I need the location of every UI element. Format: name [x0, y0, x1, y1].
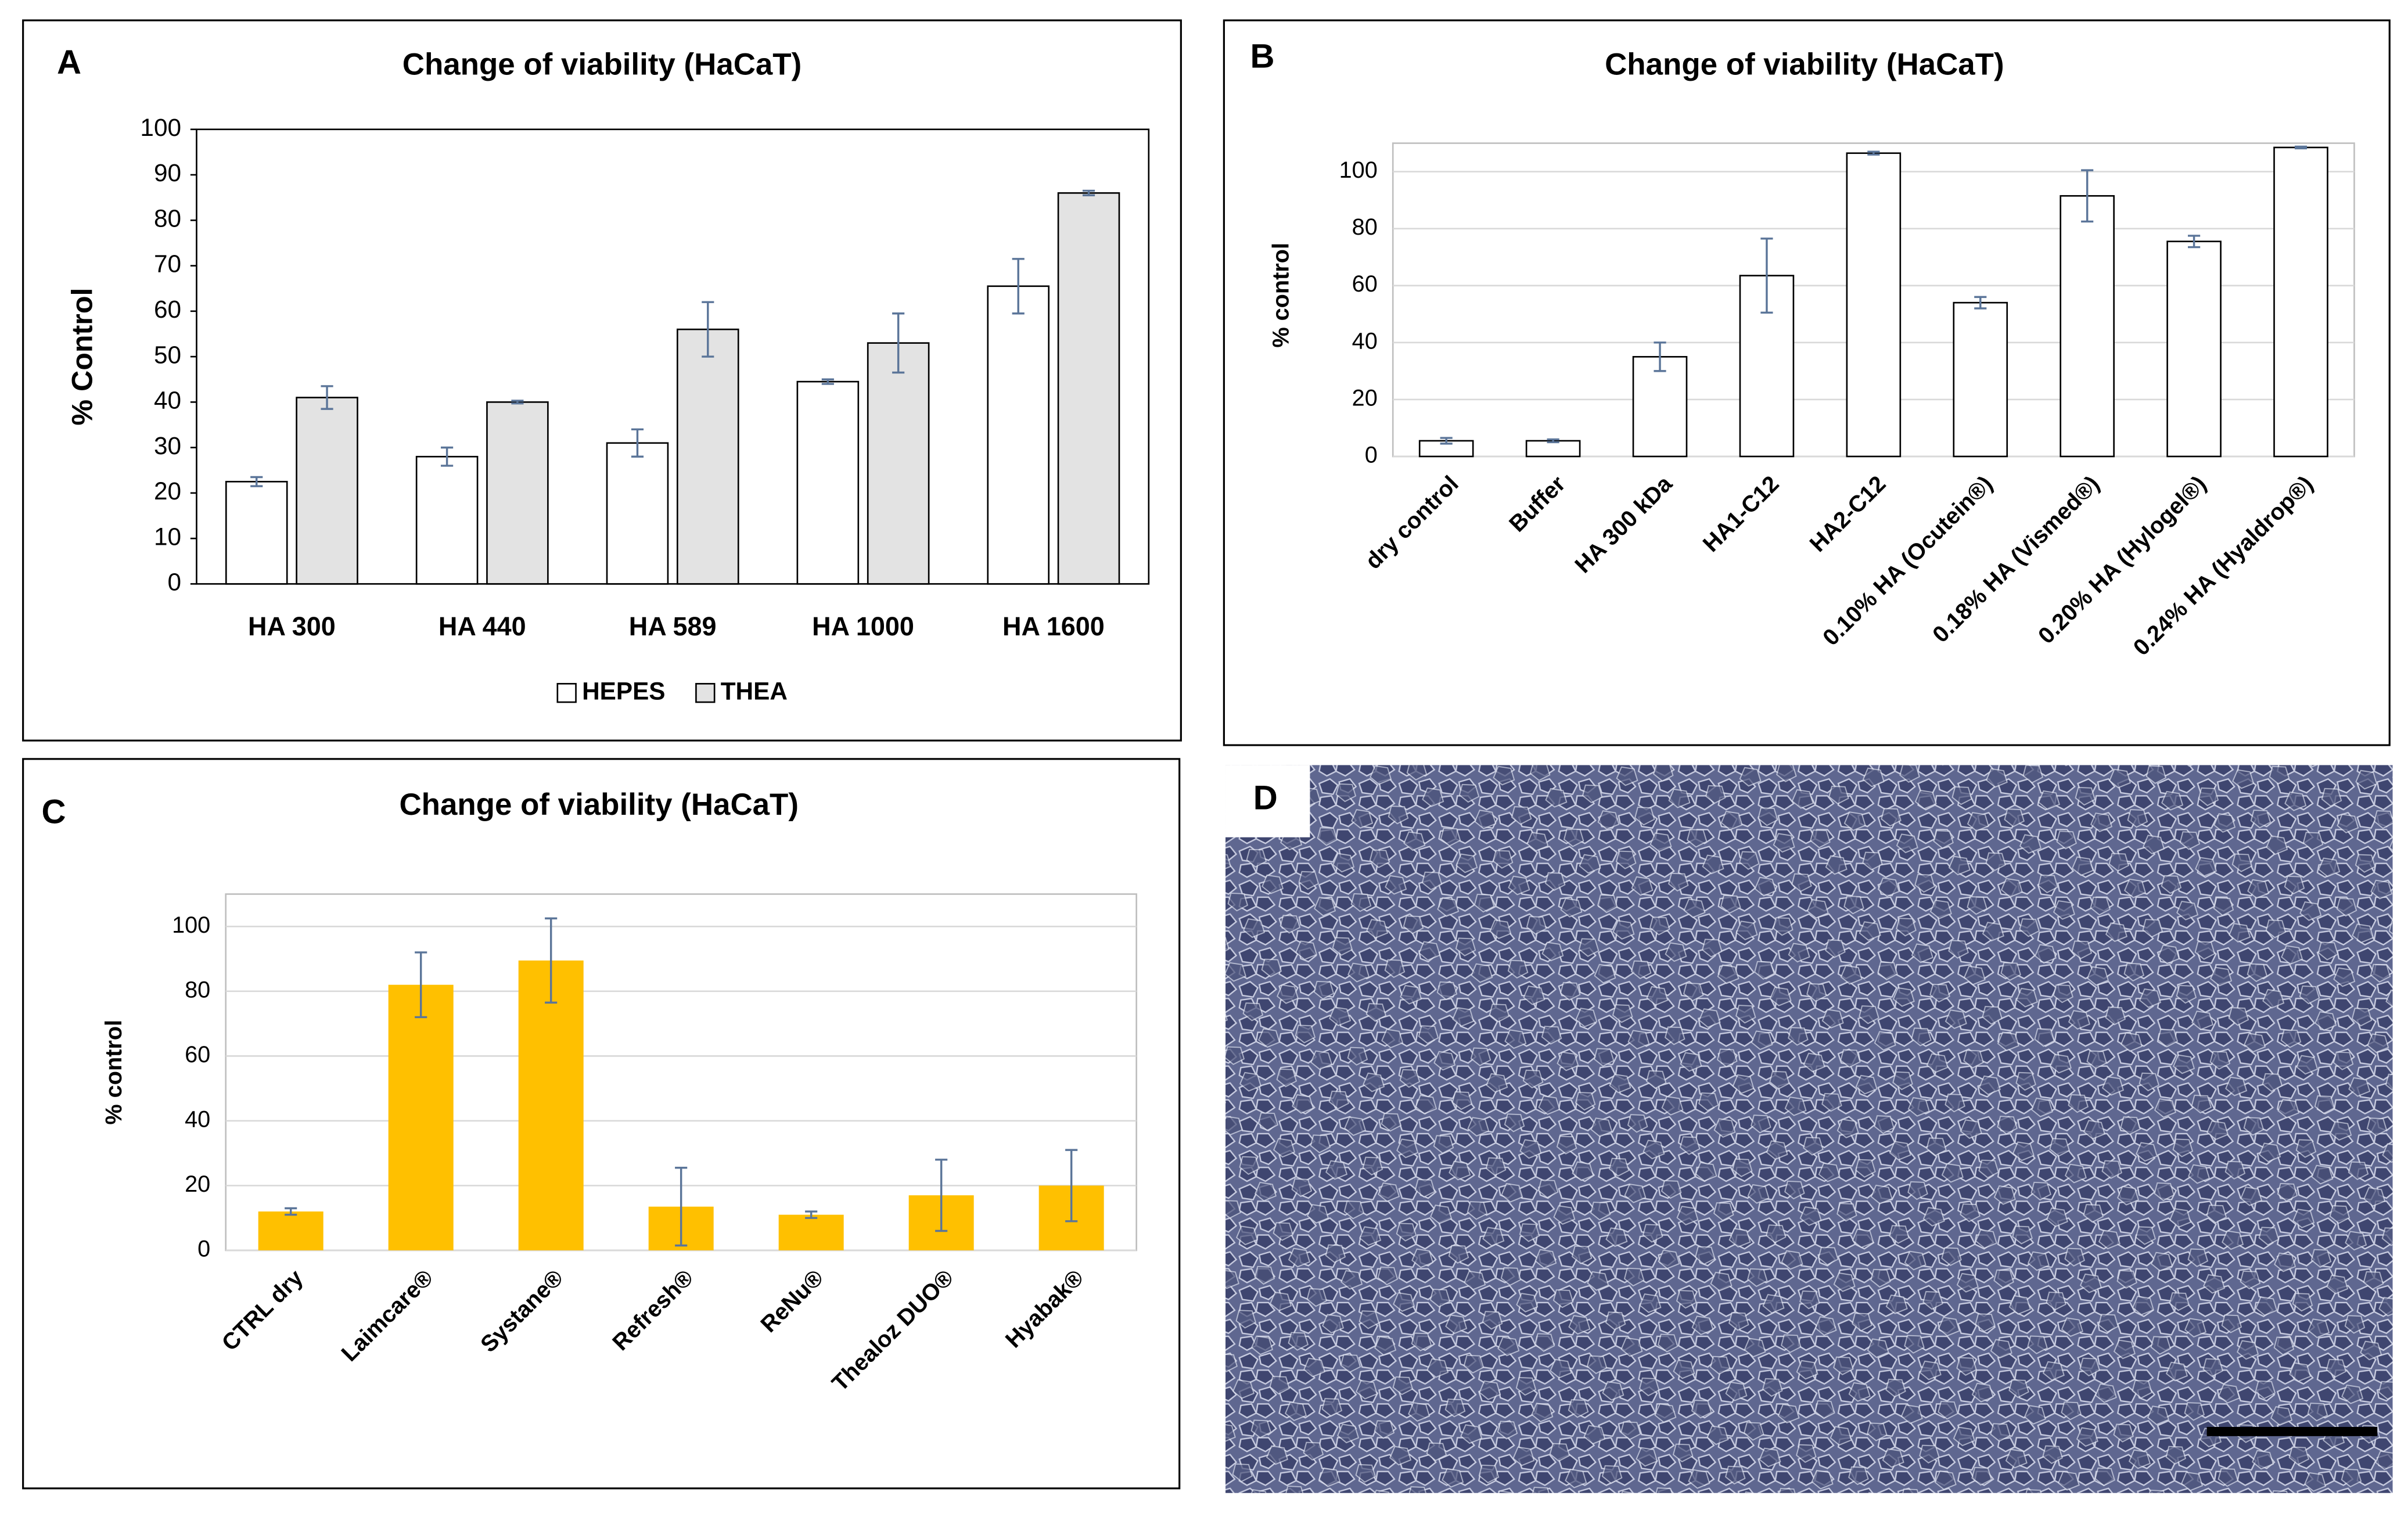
- bar: [296, 397, 358, 585]
- y-axis-label: % control: [101, 1020, 127, 1125]
- y-tick-label: 0: [1365, 442, 1378, 468]
- bar: [2060, 195, 2115, 458]
- error-bar: [545, 917, 558, 1004]
- error-bar: [1440, 437, 1453, 445]
- bar: [778, 1214, 844, 1250]
- error-bar: [511, 400, 524, 405]
- error-bar: [1654, 341, 1666, 372]
- bar: [867, 342, 930, 585]
- y-tick-label: 50: [154, 341, 181, 368]
- y-tick-label: 40: [154, 387, 181, 414]
- bar: [415, 455, 479, 585]
- error-bar: [631, 428, 644, 458]
- bar: [1057, 192, 1120, 585]
- error-bar: [1082, 189, 1095, 196]
- bar: [606, 442, 669, 585]
- error-bar: [2294, 145, 2308, 150]
- panel-label: C: [42, 793, 66, 830]
- y-tick-label: 40: [185, 1106, 210, 1132]
- x-tick-label: HA 440: [439, 612, 526, 641]
- panel-label: D: [1253, 779, 1278, 817]
- chart: B Change of viability (HaCaT) % control 0 20…: [1223, 19, 2391, 746]
- panel-label: A: [57, 44, 81, 81]
- error-bar: [1867, 150, 1880, 156]
- y-tick-label: 70: [154, 250, 181, 278]
- error-bar: [702, 301, 714, 358]
- y-tick-label: 60: [185, 1042, 210, 1067]
- panel-d: D: [1225, 765, 2393, 1493]
- chart: C Change of viability (HaCaT) % control 0 20…: [22, 758, 1181, 1490]
- x-tick-label: HA 1000: [812, 612, 914, 641]
- bar: [1632, 356, 1688, 458]
- y-tick-label: 100: [172, 912, 210, 938]
- y-tick-label: 0: [167, 569, 181, 596]
- chart: A Change of viability (HaCaT) % Control 0 10…: [22, 19, 1182, 742]
- chart-title: Change of viability (HaCaT): [1605, 47, 2004, 81]
- error-bar: [2188, 235, 2201, 249]
- bar: [486, 401, 549, 585]
- error-bar: [935, 1159, 948, 1232]
- error-bar: [892, 312, 905, 374]
- error-bar: [415, 951, 427, 1019]
- error-bar: [675, 1167, 688, 1247]
- y-tick-label: 80: [1352, 214, 1378, 240]
- bar: [258, 1211, 324, 1250]
- y-axis-label: % control: [1268, 243, 1293, 348]
- x-tick-label: HA 589: [629, 612, 717, 641]
- y-tick-label: 10: [154, 523, 181, 550]
- bar: [2166, 240, 2222, 458]
- bar: [388, 984, 454, 1250]
- y-tick-label: 80: [185, 977, 210, 1002]
- error-bar: [321, 385, 333, 410]
- micrograph-texture: [1225, 765, 2393, 1493]
- error-bar: [441, 446, 454, 467]
- y-tick-label: 80: [154, 204, 181, 232]
- error-bar: [285, 1207, 297, 1216]
- error-bar: [805, 1210, 818, 1219]
- y-tick-label: 90: [154, 159, 181, 186]
- y-tick-label: 40: [1352, 328, 1378, 354]
- bar: [796, 380, 860, 585]
- y-tick-label: 30: [154, 432, 181, 459]
- legend-swatch: [695, 682, 716, 703]
- error-bar: [1065, 1149, 1078, 1222]
- error-bar: [1974, 296, 1987, 310]
- bar: [2273, 146, 2328, 458]
- y-tick-label: 100: [140, 114, 181, 141]
- y-tick-label: 20: [154, 477, 181, 505]
- x-tick-label: HA 1600: [1002, 612, 1105, 641]
- error-bar: [821, 378, 834, 385]
- panel-frame: [22, 758, 1181, 1490]
- chart-title: Change of viability (HaCaT): [399, 788, 798, 822]
- bar: [225, 481, 288, 585]
- legend-swatch: [556, 682, 577, 703]
- bar: [987, 285, 1050, 585]
- bar: [677, 328, 739, 585]
- x-tick-label: HA 300: [248, 612, 336, 641]
- y-tick-label: 0: [197, 1236, 210, 1261]
- error-bar: [1012, 258, 1025, 315]
- y-tick-label: 20: [1352, 385, 1378, 411]
- chart-title: Change of viability (HaCaT): [402, 47, 802, 81]
- bar: [1846, 152, 1902, 458]
- error-bar: [1547, 438, 1559, 444]
- panel-label: B: [1250, 37, 1274, 75]
- legend-label: THEA: [721, 677, 788, 704]
- bar: [518, 960, 584, 1250]
- y-tick-label: 60: [1352, 271, 1378, 297]
- bar: [1525, 440, 1581, 458]
- y-tick-label: 100: [1339, 157, 1378, 183]
- error-bar: [2081, 169, 2094, 223]
- error-bar: [1760, 238, 1773, 314]
- legend-label: HEPES: [582, 677, 665, 704]
- y-tick-label: 20: [185, 1171, 210, 1197]
- error-bar: [250, 476, 263, 487]
- y-tick-label: 60: [154, 296, 181, 323]
- y-axis-label: % Control: [66, 288, 99, 426]
- bar: [1953, 301, 2008, 458]
- label-background: [1225, 765, 1310, 837]
